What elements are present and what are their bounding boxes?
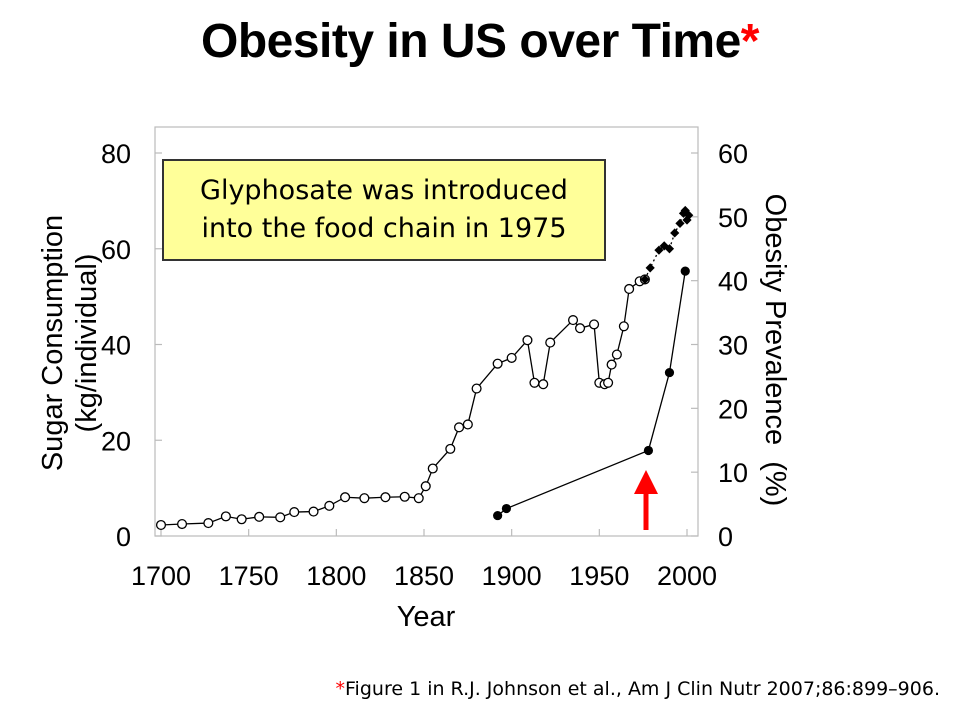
recent-sugar-point: [645, 263, 655, 273]
y-axis-left-title-line1: Sugar Consumption: [37, 215, 69, 471]
sugar-point: [359, 493, 370, 504]
callout-line-1: Glyphosate was introduced: [200, 175, 568, 206]
sugar-point: [176, 518, 188, 530]
sugar-point: [236, 514, 247, 525]
recent-sugar-point: [684, 210, 694, 220]
y-left-tick-label: 40: [101, 331, 131, 361]
citation-footnote: *Figure 1 in R.J. Johnson et al., Am J C…: [0, 678, 940, 700]
y-axis-left-title-line2: (kg/individual): [71, 254, 103, 433]
recent-sugar-point: [654, 245, 664, 255]
y-right-tick-label: 50: [718, 203, 748, 233]
sugar-point: [492, 358, 503, 369]
sugar-point: [340, 492, 351, 503]
sugar-point: [413, 493, 424, 504]
sugar-point: [462, 419, 473, 430]
sugar-point: [618, 321, 629, 332]
x-tick-label: 1700: [131, 561, 191, 591]
plot-frame: [154, 126, 699, 537]
recent-sugar-point: [640, 274, 650, 284]
sugar-point: [506, 352, 517, 363]
obesity-point: [643, 445, 654, 456]
sugar-point: [603, 377, 614, 388]
x-tick-label: 1850: [394, 561, 454, 591]
recent-sugar-point: [675, 218, 685, 228]
series-line-obesity: [497, 270, 686, 517]
glyphosate-callout: Glyphosate was introduced into the food …: [162, 159, 606, 261]
x-axis-title: Year: [397, 601, 456, 633]
sugar-point: [454, 422, 465, 433]
y-right-tick-label: 30: [718, 331, 748, 361]
x-tick-label: 1750: [219, 561, 279, 591]
title-text: Obesity in US over Time: [201, 15, 741, 68]
slide-title: Obesity in US over Time*: [0, 14, 960, 69]
obesity-point: [501, 503, 512, 514]
y-left-tick-label: 60: [101, 235, 131, 265]
sugar-point: [275, 512, 286, 523]
sugar-point: [471, 383, 482, 394]
obesity-point: [664, 367, 675, 378]
y-right-tick-label: 60: [718, 139, 748, 169]
sugar-point: [420, 481, 431, 492]
obesity-point: [680, 266, 690, 276]
sugar-point: [203, 518, 214, 529]
x-tick-label: 1900: [482, 561, 542, 591]
footnote-text: Figure 1 in R.J. Johnson et al., Am J Cl…: [345, 678, 940, 700]
sugar-point: [289, 507, 300, 518]
sugar-point: [220, 511, 231, 522]
sugar-point: [589, 319, 600, 330]
sugar-point: [567, 315, 579, 326]
y-axis-right-title: Obesity Prevalence (%): [759, 194, 791, 507]
y-left-tick-label: 80: [101, 139, 131, 169]
sugar-point: [427, 463, 438, 474]
sugar-point: [254, 511, 265, 522]
sugar-point: [155, 519, 167, 531]
sugar-point: [522, 335, 533, 346]
red-arrow-head: [634, 470, 658, 494]
x-tick-label: 2000: [657, 561, 717, 591]
obesity-point: [493, 510, 503, 521]
callout-line-2: into the food chain in 1975: [201, 213, 567, 244]
recent-sugar-point: [670, 228, 680, 238]
y-left-tick-label: 0: [116, 522, 131, 552]
sugar-point: [445, 443, 456, 454]
sugar-point: [624, 283, 635, 295]
sugar-point: [308, 506, 319, 517]
x-tick-label: 1950: [569, 561, 629, 591]
sugar-point: [611, 349, 622, 360]
sugar-point: [324, 500, 335, 511]
sugar-point: [399, 491, 410, 502]
sugar-point: [545, 337, 556, 348]
y-right-tick-label: 0: [718, 522, 733, 552]
y-left-tick-label: 20: [101, 426, 131, 456]
sugar-point: [574, 323, 586, 334]
data-layer: [155, 205, 694, 531]
title-asterisk: *: [740, 15, 760, 68]
footnote-asterisk: *: [335, 678, 346, 700]
x-tick-label: 1800: [306, 561, 366, 591]
y-right-tick-label: 10: [718, 458, 748, 488]
sugar-point: [538, 379, 549, 390]
y-right-tick-label: 40: [718, 267, 748, 297]
ticks-layer: 1700 1750 1800 1850 1900 1950 2000020406080010…: [101, 139, 748, 591]
sugar-point: [606, 359, 617, 370]
recent-sugar-point: [664, 244, 675, 254]
sugar-point: [380, 492, 391, 503]
recent-sugar-point: [680, 205, 690, 216]
y-right-tick-label: 20: [718, 394, 748, 424]
sugar-point: [529, 377, 540, 388]
